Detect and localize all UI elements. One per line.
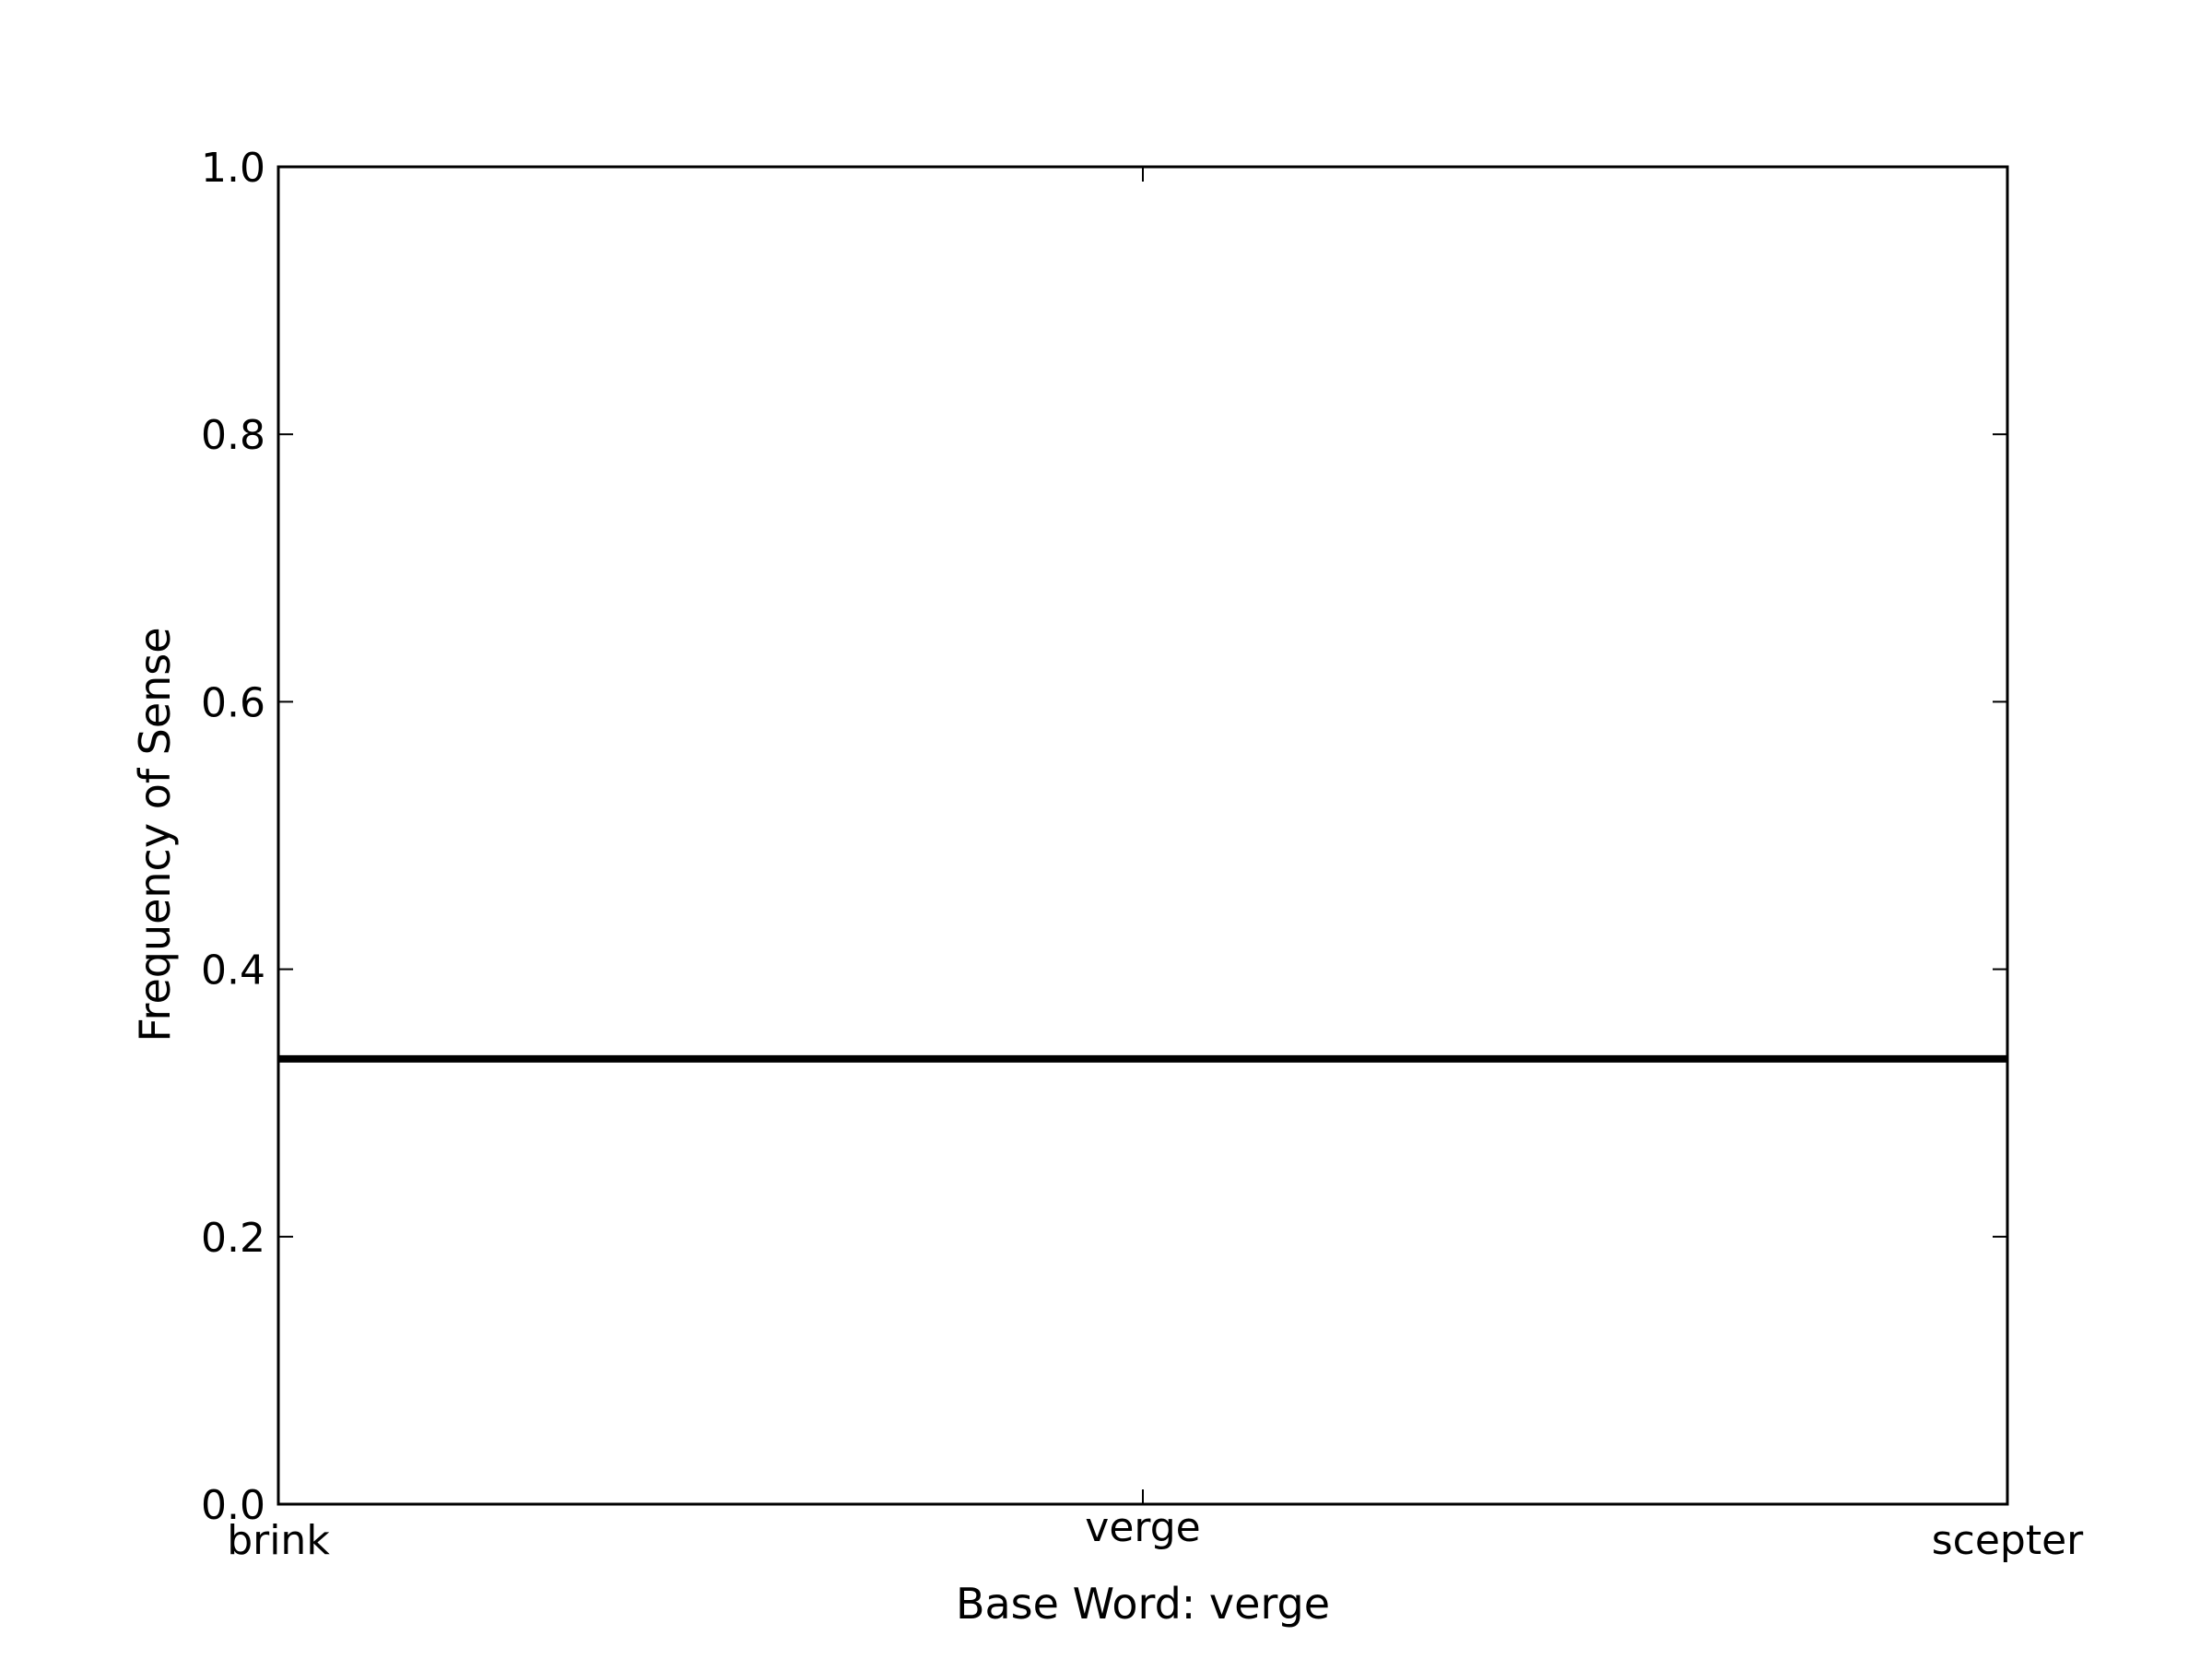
- y-axis-label: Frequency of Sense: [130, 627, 180, 1041]
- plot-frame: [276, 165, 2009, 1506]
- x-tick-label: scepter: [1932, 1517, 2084, 1564]
- tick-labels: 0.0 0.2 0.4 0.6 0.8 1.0 brink verge scepter: [201, 145, 2084, 1564]
- y-tick-label: 0.4: [201, 947, 265, 994]
- y-tick-label: 0.8: [201, 412, 265, 459]
- y-tick-label: 1.0: [201, 145, 265, 192]
- x-axis-label: Base Word: verge: [956, 1579, 1330, 1629]
- y-tick-label: 0.6: [201, 679, 265, 726]
- x-tick-label: verge: [1085, 1504, 1200, 1551]
- y-tick-label: 0.2: [201, 1215, 265, 1262]
- y-tick-label: 0.0: [201, 1482, 265, 1529]
- x-tick-label: brink: [227, 1517, 330, 1564]
